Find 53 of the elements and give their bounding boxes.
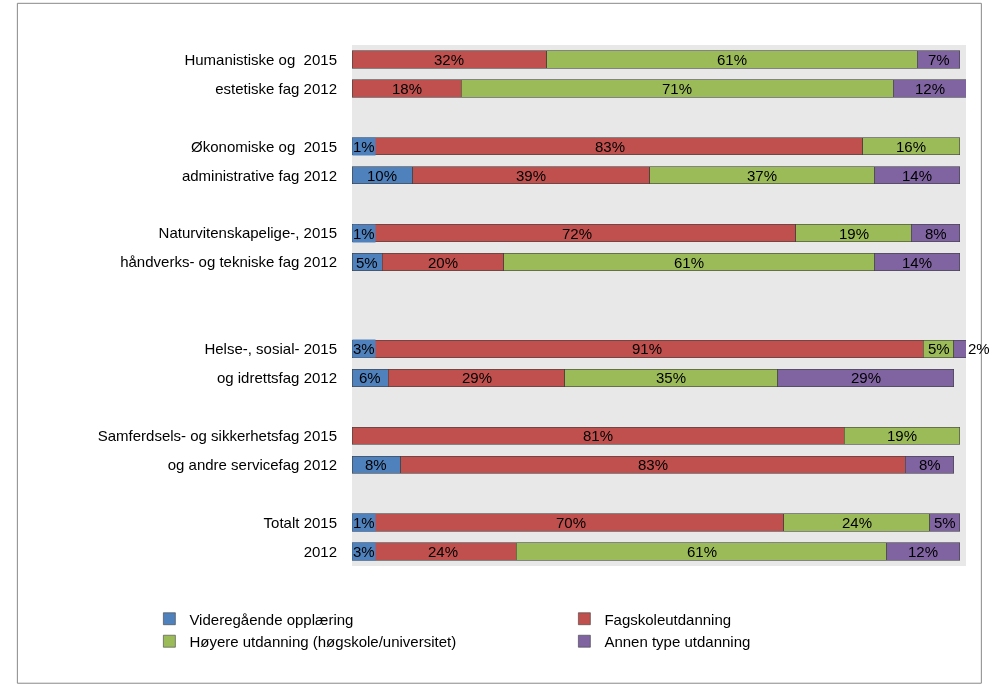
legend-label: Videregående opplæring bbox=[189, 610, 354, 628]
data-label: 81% bbox=[583, 427, 614, 444]
data-label: 2% bbox=[968, 340, 990, 357]
data-label: 8% bbox=[925, 225, 947, 242]
data-label: 8% bbox=[919, 456, 941, 473]
data-label: 19% bbox=[887, 427, 918, 444]
data-label: 5% bbox=[934, 514, 956, 531]
data-label: 24% bbox=[428, 543, 459, 560]
data-label: 14% bbox=[902, 167, 933, 184]
data-label: 5% bbox=[928, 340, 950, 357]
y-tick-label: Helse-, sosial- 2015 bbox=[204, 340, 337, 358]
data-label: 61% bbox=[674, 254, 705, 271]
y-tick-label: administrative fag 2012 bbox=[181, 166, 337, 184]
y-tick-label: håndverks- og tekniske fag 2012 bbox=[120, 253, 337, 271]
y-tick-label: 2012 bbox=[303, 542, 337, 560]
legend-label: Høyere utdanning (høgskole/universitet) bbox=[189, 633, 457, 651]
data-label: 10% bbox=[367, 167, 398, 184]
data-label: 24% bbox=[842, 514, 873, 531]
data-label: 32% bbox=[434, 51, 465, 68]
data-label: 35% bbox=[656, 369, 687, 386]
y-tick-label: Humanistiske og 2015 bbox=[184, 50, 337, 68]
data-label: 83% bbox=[638, 456, 669, 473]
data-label: 70% bbox=[556, 514, 587, 531]
data-label: 91% bbox=[632, 340, 663, 357]
y-tick-label: estetiske fag 2012 bbox=[215, 79, 337, 97]
data-label: 7% bbox=[928, 51, 950, 68]
data-label: 14% bbox=[902, 254, 933, 271]
y-tick-label: Økonomiske og 2015 bbox=[191, 137, 337, 155]
data-label: 19% bbox=[839, 225, 870, 242]
data-label: 29% bbox=[851, 369, 882, 386]
legend-label: Fagskoleutdanning bbox=[604, 610, 732, 628]
data-label: 18% bbox=[392, 80, 423, 97]
y-tick-label: Totalt 2015 bbox=[263, 513, 337, 531]
data-label: 39% bbox=[516, 167, 547, 184]
data-label: 61% bbox=[717, 51, 748, 68]
data-label: 5% bbox=[356, 254, 378, 271]
data-label: 83% bbox=[595, 138, 626, 155]
data-label: 12% bbox=[908, 543, 939, 560]
data-label: 37% bbox=[747, 167, 778, 184]
data-label: 20% bbox=[428, 254, 459, 271]
data-label: 61% bbox=[687, 543, 718, 560]
data-label: 29% bbox=[462, 369, 493, 386]
y-tick-label: Samferdsels- og sikkerhetsfag 2015 bbox=[97, 427, 337, 444]
data-label: 71% bbox=[662, 80, 693, 97]
data-label: 72% bbox=[562, 225, 593, 242]
data-label: 6% bbox=[359, 369, 381, 386]
legend-label: Annen type utdanning bbox=[604, 633, 751, 651]
y-tick-label: og andre servicefag 2012 bbox=[167, 455, 337, 473]
y-tick-label: og idrettsfag 2012 bbox=[216, 369, 337, 387]
data-label: 12% bbox=[915, 80, 946, 97]
data-label: 8% bbox=[365, 456, 387, 473]
y-tick-label: Naturvitenskapelige-, 2015 bbox=[158, 224, 337, 242]
data-label: 16% bbox=[896, 138, 927, 155]
